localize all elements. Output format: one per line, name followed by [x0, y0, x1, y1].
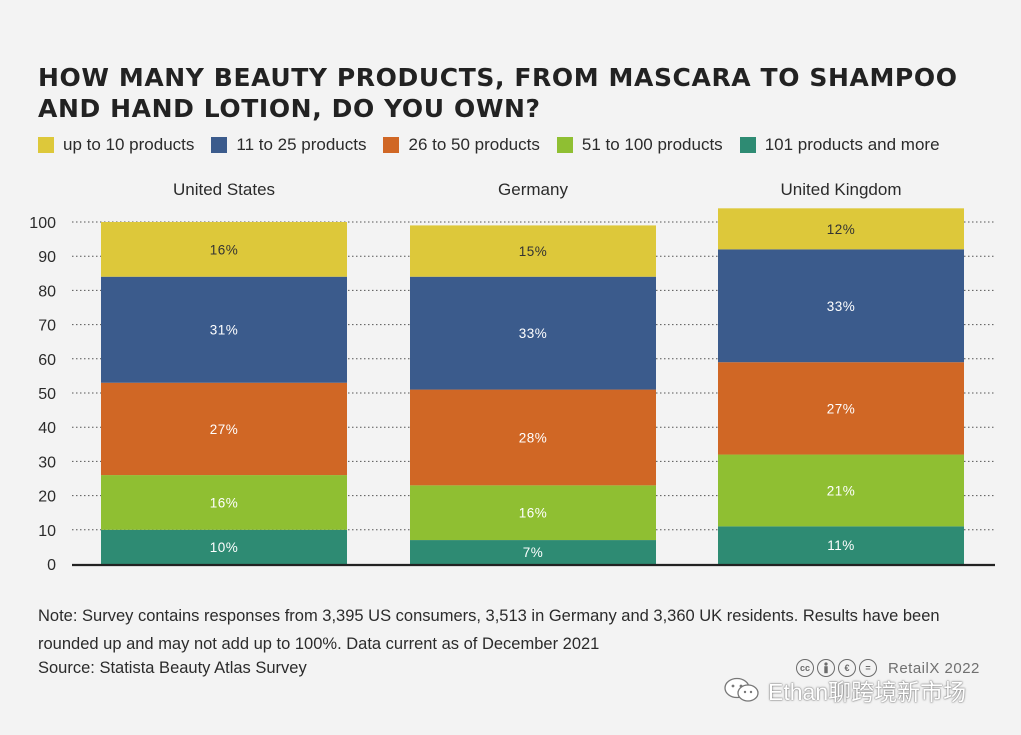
legend-item: 26 to 50 products	[383, 135, 540, 155]
y-tick-label: 50	[38, 386, 56, 403]
data-label: 21%	[827, 483, 856, 498]
category-label: United States	[173, 180, 275, 199]
legend-swatch	[383, 137, 400, 153]
data-label: 12%	[827, 222, 856, 237]
bar-segment	[410, 389, 656, 486]
data-label: 16%	[210, 495, 239, 510]
y-tick-label: 90	[38, 249, 56, 266]
bar-segment	[101, 382, 347, 476]
bar-segment	[101, 475, 347, 530]
legend-label: 51 to 100 products	[581, 135, 723, 154]
bar-segment	[410, 485, 656, 541]
data-label: 31%	[210, 323, 239, 338]
legend-item: 51 to 100 products	[556, 135, 723, 155]
data-label: 16%	[519, 506, 548, 521]
legend-swatch	[739, 137, 756, 153]
bar-segment	[718, 526, 964, 564]
data-label: 27%	[827, 401, 856, 416]
data-label: 15%	[519, 244, 548, 259]
legend-label: 11 to 25 products	[236, 135, 367, 154]
bar-segment	[718, 454, 964, 527]
watermark: Ethan聊跨境新市场	[722, 676, 967, 705]
data-label: 11%	[827, 538, 855, 553]
y-tick-label: 60	[38, 352, 56, 369]
stacked-bar-chart: 0 10 20 30 40 50 60 70 80 90 100 10% 16% 27% 31% 16% Uni…	[0, 170, 1021, 595]
brand-label: RetailX 2022	[888, 659, 980, 677]
legend-label: 101 products and more	[764, 135, 940, 154]
legend-item: 11 to 25 products	[211, 135, 366, 155]
chart-legend: up to 10 products 11 to 25 products 26 to …	[38, 134, 957, 156]
bar-segment	[410, 225, 656, 277]
legend-item: up to 10 products	[38, 135, 194, 155]
data-label: 7%	[523, 545, 544, 560]
legend-item: 101 products and more	[739, 135, 940, 155]
nc-icon: €	[838, 659, 856, 677]
chart-note: Note: Survey contains responses from 3,3…	[38, 607, 940, 653]
bar-segment	[718, 362, 964, 455]
bar-segment	[718, 208, 964, 250]
category-label: Germany	[498, 180, 568, 199]
y-tick-label: 100	[29, 215, 56, 232]
y-tick-label: 80	[38, 283, 56, 300]
data-label: 10%	[210, 540, 239, 555]
data-label: 33%	[827, 299, 856, 314]
y-tick-label: 70	[38, 318, 56, 335]
watermark-text: Ethan聊跨境新市场	[768, 679, 967, 705]
y-tick-label: 30	[38, 454, 56, 471]
y-tick-label: 40	[38, 420, 56, 437]
by-icon	[817, 659, 835, 677]
legend-swatch	[38, 137, 54, 153]
license-badge: cc € = RetailX 2022	[796, 657, 980, 679]
chart-title: HOW MANY BEAUTY PRODUCTS, FROM MASCARA T…	[38, 63, 958, 123]
legend-swatch	[556, 137, 573, 153]
bar-segment	[101, 529, 347, 564]
cc-icon: cc	[796, 659, 814, 677]
legend-label: 26 to 50 products	[408, 135, 540, 154]
data-label: 33%	[519, 326, 548, 341]
bar-segment	[410, 540, 656, 564]
nd-icon: =	[859, 659, 877, 677]
bar-segment	[101, 222, 347, 277]
chart-source: Source: Statista Beauty Atlas Survey	[38, 659, 307, 677]
bar-segment	[410, 276, 656, 390]
y-tick-label: 20	[38, 489, 56, 506]
wechat-icon	[724, 677, 759, 702]
bar-segment	[718, 249, 964, 363]
bar-segment	[101, 276, 347, 383]
data-label: 28%	[519, 430, 548, 445]
data-label: 27%	[210, 422, 239, 437]
y-tick-label: 0	[47, 557, 56, 574]
legend-swatch	[211, 137, 228, 153]
category-label: United Kingdom	[781, 180, 902, 199]
data-label: 16%	[210, 242, 239, 257]
legend-label: up to 10 products	[63, 135, 195, 154]
y-tick-label: 10	[38, 523, 56, 540]
